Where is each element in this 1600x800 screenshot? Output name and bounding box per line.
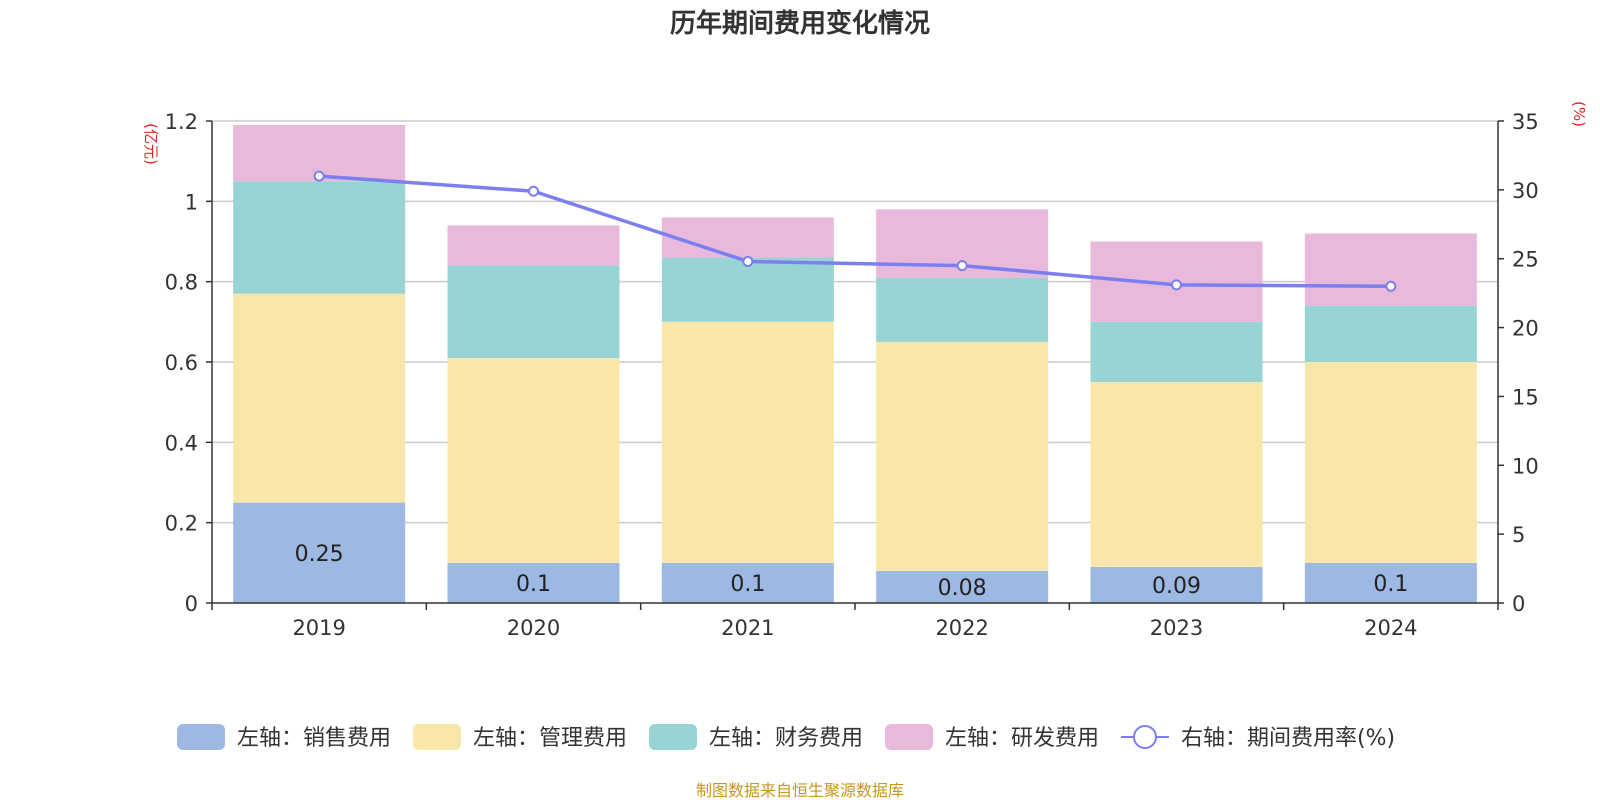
bar-segment bbox=[233, 502, 406, 603]
bar-segment bbox=[447, 265, 620, 358]
chart-title: 历年期间费用变化情况 bbox=[670, 8, 930, 39]
line-layer bbox=[313, 170, 1397, 292]
legend-swatch bbox=[885, 724, 933, 750]
left-tick-label: 1 bbox=[185, 190, 198, 214]
legend-label: 左轴：研发费用 bbox=[945, 726, 1099, 751]
left-tick-label: 0.2 bbox=[165, 512, 198, 536]
bar-segment bbox=[1304, 233, 1477, 306]
x-tick-label: 2020 bbox=[507, 616, 560, 640]
bar-segment bbox=[876, 570, 1049, 603]
bar-segment bbox=[1304, 562, 1477, 603]
left-axis-label: (亿元) bbox=[142, 123, 160, 165]
left-tick-label: 0.4 bbox=[165, 431, 198, 455]
bar-segment bbox=[876, 277, 1049, 342]
rate-line bbox=[319, 174, 1391, 289]
right-tick-label: 35 bbox=[1512, 110, 1539, 134]
right-tick-label: 30 bbox=[1512, 179, 1539, 203]
rate-point bbox=[313, 170, 325, 182]
bar-segment bbox=[876, 341, 1049, 571]
right-tick-label: 20 bbox=[1512, 317, 1539, 341]
left-tick-label: 0.6 bbox=[165, 351, 198, 375]
bar-segment bbox=[661, 562, 834, 603]
data-label: 0.09 bbox=[1152, 574, 1201, 599]
data-label: 0.1 bbox=[1373, 572, 1408, 597]
legend-swatch bbox=[177, 724, 225, 750]
x-tick-label: 2021 bbox=[721, 616, 774, 640]
right-tick-label: 10 bbox=[1512, 454, 1539, 478]
data-label: 0.08 bbox=[938, 576, 987, 601]
right-tick-label: 25 bbox=[1512, 248, 1539, 272]
data-label: 0.1 bbox=[730, 572, 765, 597]
bar-layer bbox=[233, 125, 1477, 603]
label-layer: 0.25 0.1 0.1 0.08 0.09 0.1 bbox=[295, 542, 1409, 601]
data-label: 0.1 bbox=[516, 572, 551, 597]
bar-segment bbox=[447, 225, 620, 266]
bar-segment bbox=[1090, 566, 1263, 603]
axis-layer: 0 0.2 0.4 0.6 0.8 1 1.2 0 5 10 15 20 25 30 35 2019 2020 2… bbox=[165, 110, 1539, 640]
right-axis-label: (%) bbox=[1570, 101, 1588, 127]
rate-point bbox=[1171, 279, 1182, 291]
legend-label: 左轴：销售费用 bbox=[237, 726, 391, 751]
bar-segment bbox=[447, 562, 620, 603]
x-tick-label: 2022 bbox=[935, 616, 988, 640]
bar-segment bbox=[447, 357, 620, 563]
legend-label: 左轴：财务费用 bbox=[709, 726, 863, 751]
data-label: 0.25 bbox=[295, 542, 344, 567]
bar-segment bbox=[1304, 362, 1477, 563]
bar-segment bbox=[1304, 305, 1477, 362]
right-tick-label: 0 bbox=[1512, 592, 1525, 616]
legend-label: 左轴：管理费用 bbox=[473, 726, 627, 751]
bar-segment bbox=[1090, 321, 1263, 383]
rate-point bbox=[1385, 280, 1397, 292]
source-note: 制图数据来自恒生聚源数据库 bbox=[696, 781, 904, 800]
bar-segment bbox=[661, 257, 834, 322]
grid-layer bbox=[212, 120, 1498, 524]
rate-point bbox=[528, 185, 539, 197]
left-tick-label: 1.2 bbox=[165, 110, 198, 134]
bar-segment bbox=[1090, 382, 1263, 567]
bar-segment bbox=[233, 181, 406, 294]
bar-segment bbox=[661, 217, 834, 258]
rate-point bbox=[956, 260, 968, 272]
right-tick-label: 5 bbox=[1512, 523, 1525, 547]
right-tick-label: 15 bbox=[1512, 385, 1539, 409]
left-tick-label: 0.8 bbox=[165, 271, 198, 295]
x-tick-label: 2019 bbox=[292, 616, 345, 640]
rate-point bbox=[742, 255, 754, 267]
legend: 左轴：销售费用 左轴：管理费用 左轴：财务费用 左轴：研发费用 右轴：期间费用率(%) bbox=[177, 724, 1395, 751]
x-tick-label: 2023 bbox=[1150, 616, 1203, 640]
legend-label: 右轴：期间费用率(%) bbox=[1181, 726, 1395, 751]
legend-marker bbox=[1133, 725, 1157, 749]
bar-segment bbox=[233, 293, 406, 503]
bar-segment bbox=[661, 321, 834, 563]
x-tick-label: 2024 bbox=[1364, 616, 1417, 640]
left-tick-label: 0 bbox=[185, 592, 198, 616]
legend-swatch bbox=[413, 724, 461, 750]
legend-swatch bbox=[649, 724, 697, 750]
